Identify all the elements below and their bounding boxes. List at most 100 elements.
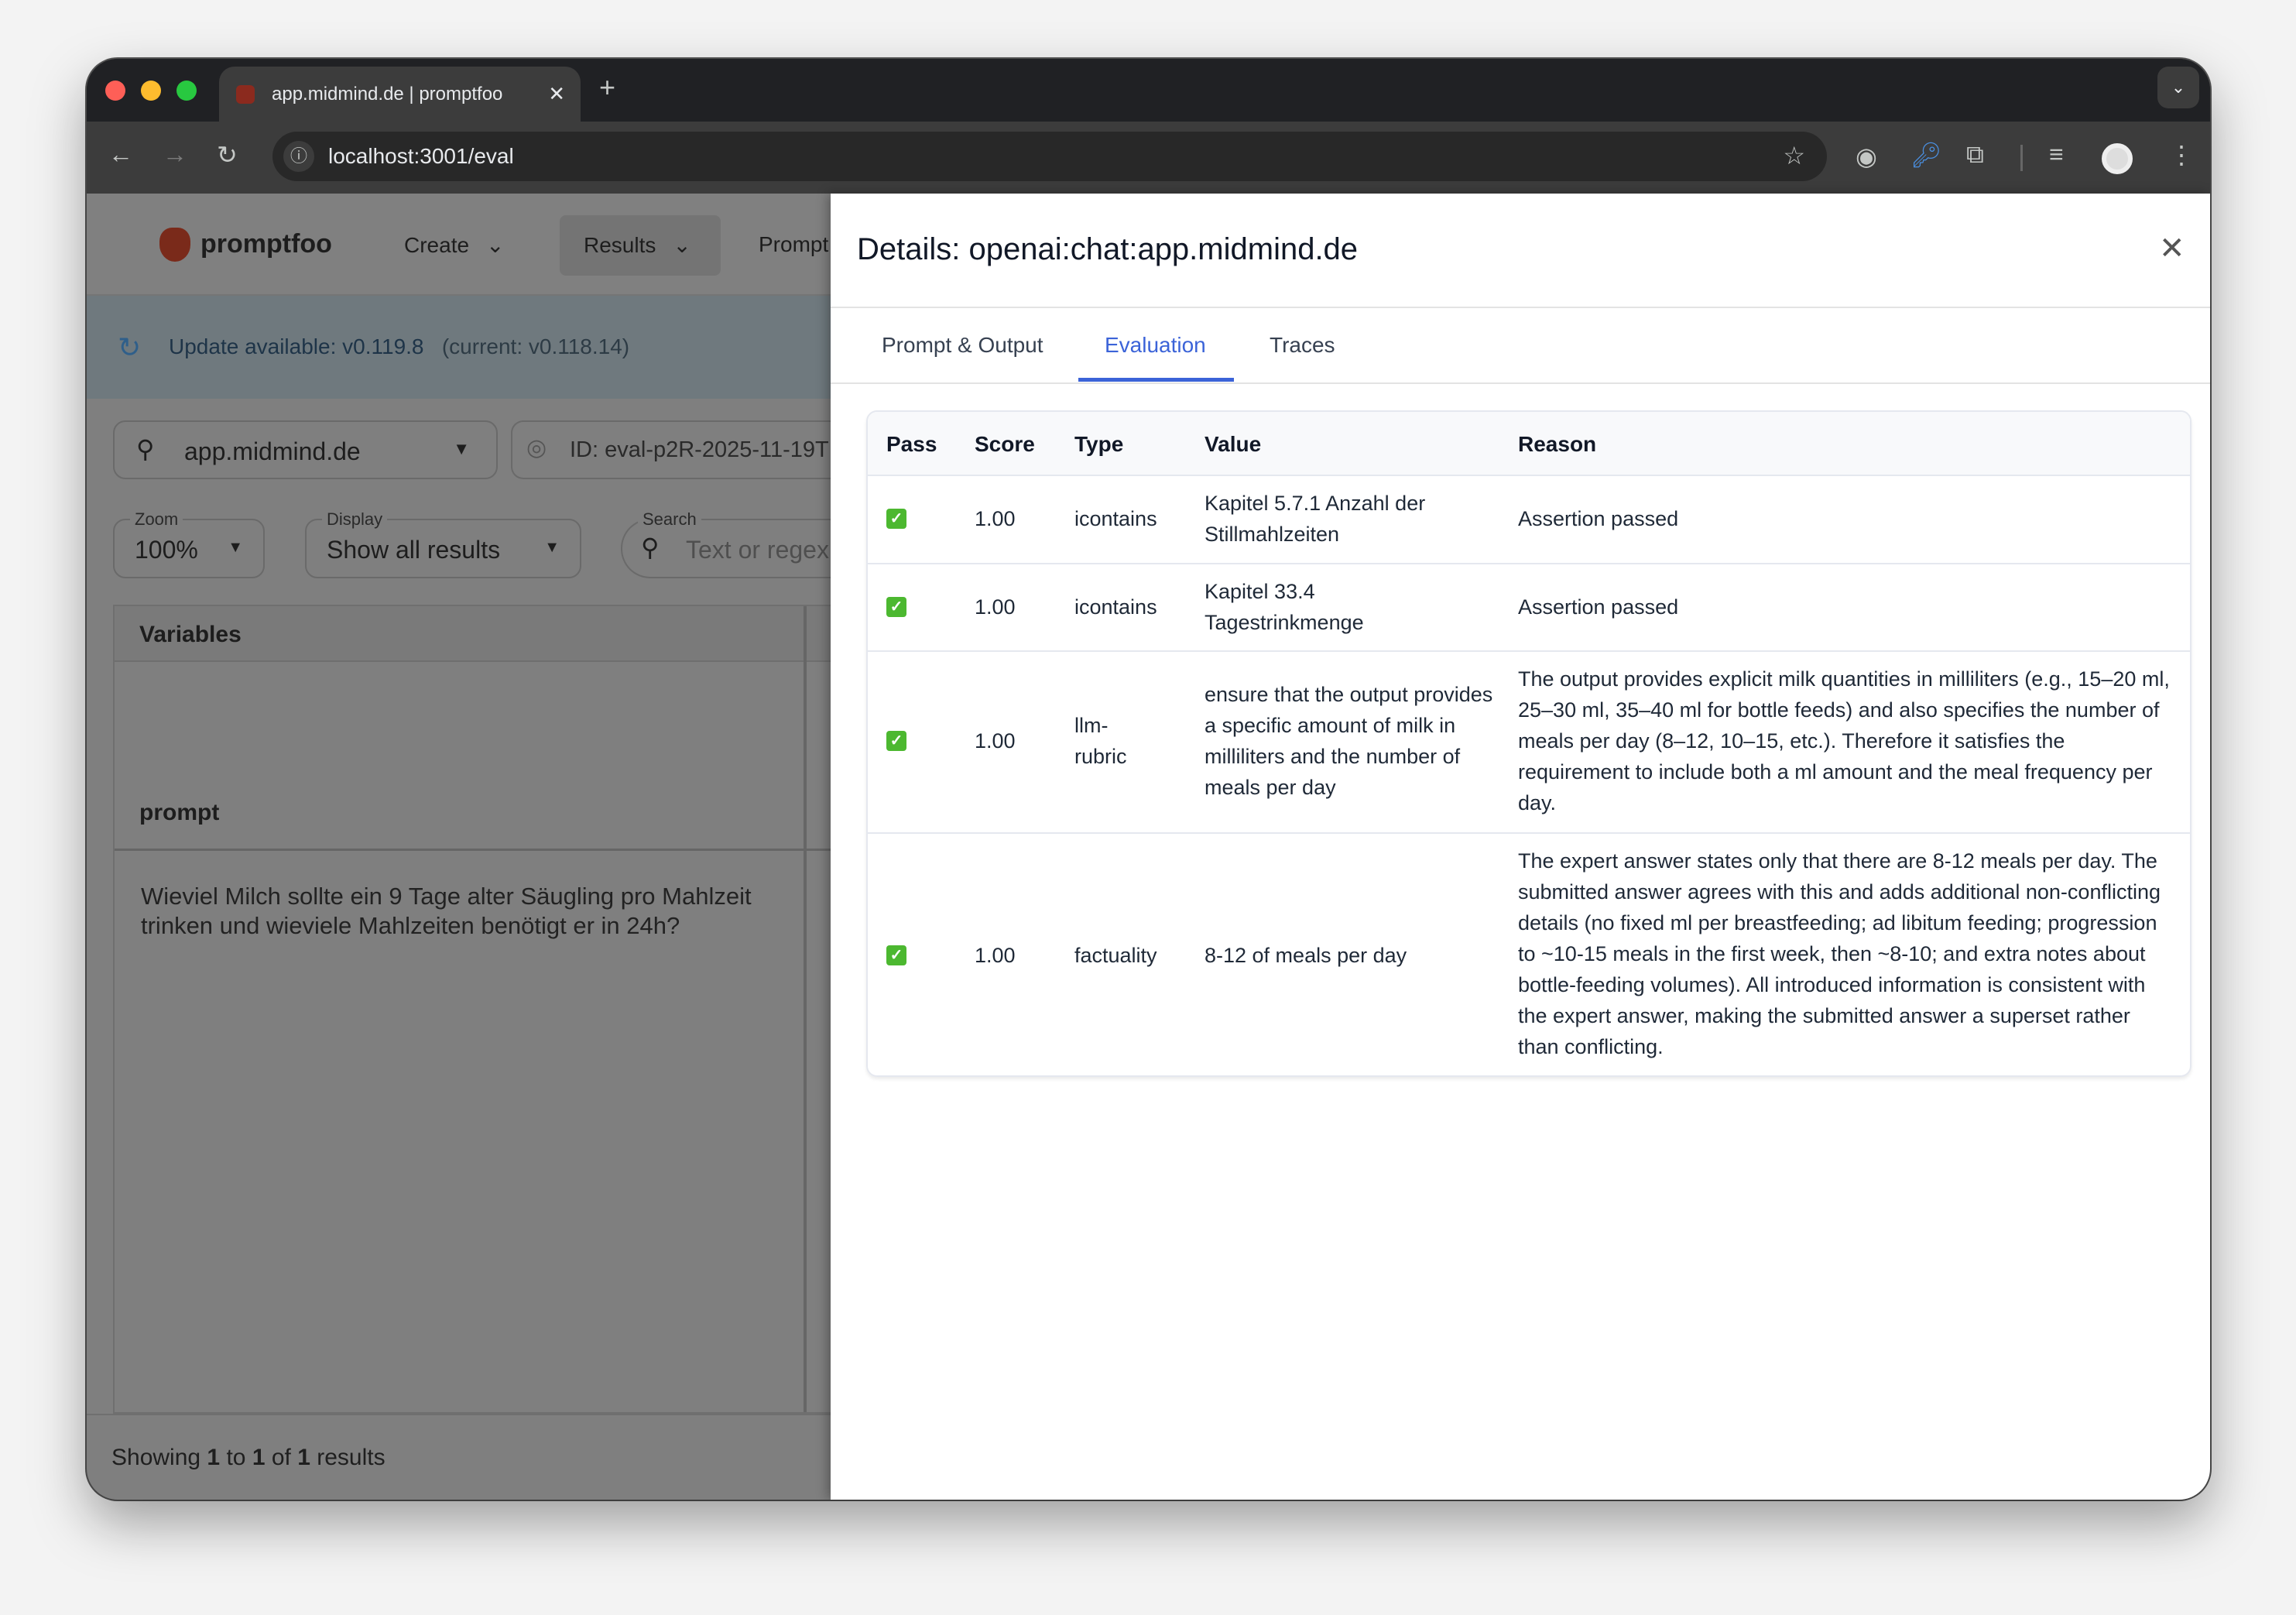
favicon-icon — [236, 84, 255, 104]
active-tab-indicator — [1078, 378, 1234, 382]
pass-check-icon: ✓ — [886, 509, 906, 529]
variable-name: prompt — [139, 800, 220, 825]
eval-selector[interactable]: ⚲ app.midmind.de ▼ — [113, 420, 498, 479]
variable-value: Wieviel Milch sollte ein 9 Tage alter Sä… — [141, 883, 752, 939]
reload-icon[interactable]: ↻ — [217, 141, 238, 169]
score: 1.00 — [975, 729, 1016, 753]
eval-select-value: app.midmind.de — [184, 437, 361, 465]
table-row: ✓ 1.00 icontains Kapitel 5.7.1 Anzahl de… — [868, 475, 2190, 563]
update-text: Update available: v0.119.8 — [169, 334, 424, 358]
close-window-button[interactable] — [105, 81, 125, 101]
value: Kapitel 5.7.1 Anzahl der Stillmahlzeiten — [1205, 492, 1426, 546]
tab-traces[interactable]: Traces — [1270, 333, 1335, 357]
eval-id-field[interactable]: ◎ ID: eval-p2R-2025-11-19T — [511, 420, 882, 479]
close-tab-icon[interactable]: ✕ — [548, 82, 565, 105]
zoom-value: 100% — [135, 536, 198, 564]
display-select[interactable]: Display Show all results ▼ — [305, 509, 581, 578]
variables-header: Variables — [139, 622, 242, 647]
media-control-icon[interactable]: ≡ — [2049, 140, 2064, 168]
nav-create[interactable]: Create ⌄ — [404, 232, 505, 258]
pass-check-icon: ✓ — [886, 731, 906, 751]
type: llm-rubric — [1074, 714, 1127, 768]
value: Kapitel 33.4 Tagestrinkmenge — [1205, 580, 1364, 634]
maximize-window-button[interactable] — [176, 81, 197, 101]
search-label: Search — [638, 509, 701, 530]
display-label: Display — [322, 509, 388, 530]
table-row: ✓ 1.00 llm-rubric ensure that the output… — [868, 650, 2190, 832]
reason: The expert answer states only that there… — [1518, 849, 2161, 1058]
close-drawer-icon[interactable]: ✕ — [2159, 231, 2185, 266]
drawer-title: Details: openai:chat:app.midmind.de — [857, 232, 1359, 266]
table-row: ✓ 1.00 icontains Kapitel 33.4 Tagestrink… — [868, 563, 2190, 650]
nav-create-label: Create — [404, 233, 470, 257]
chevron-down-icon: ⌄ — [673, 233, 691, 257]
navbar: promptfoo Create ⌄ Results ⌄ Prompt — [87, 194, 831, 296]
profile-avatar[interactable] — [2102, 143, 2133, 174]
reason: Assertion passed — [1518, 507, 1679, 530]
key-extension-icon[interactable]: 🔑︎ — [1910, 141, 1942, 169]
pagination-summary: Showing 1 to 1 of 1 results — [111, 1445, 386, 1470]
brand-name[interactable]: promptfoo — [200, 229, 332, 259]
current-version: (current: v0.118.14) — [441, 334, 630, 358]
new-tab-icon[interactable]: + — [599, 71, 616, 103]
pass-check-icon: ✓ — [886, 945, 906, 965]
toolbar-divider — [2020, 145, 2023, 171]
search-icon: ⚲ — [136, 435, 155, 463]
details-drawer: Details: openai:chat:app.midmind.de ✕ Pr… — [831, 194, 2210, 1500]
browser-menu-icon[interactable]: ⋮ — [2169, 141, 2194, 169]
update-banner: ↻ Update available: v0.119.8 (current: v… — [87, 296, 831, 399]
assertions-table: Pass Score Type Value Reason ✓ 1.00 icon… — [866, 410, 2191, 1077]
nav-results[interactable]: Results ⌄ — [560, 215, 721, 276]
promptfoo-logo[interactable] — [159, 228, 190, 262]
address-bar[interactable]: ⓘ localhost:3001/eval ☆ — [272, 132, 1827, 181]
eval-id-text: ID: eval-p2R-2025-11-19T — [570, 437, 829, 462]
site-info-icon[interactable]: ⓘ — [283, 141, 314, 172]
bookmark-star-icon[interactable]: ☆ — [1783, 142, 1805, 170]
extension-icon[interactable]: ◉ — [1856, 142, 1877, 170]
type: icontains — [1074, 595, 1157, 619]
score: 1.00 — [975, 595, 1016, 619]
eval-page: promptfoo Create ⌄ Results ⌄ Prompt ↻ Upda… — [87, 194, 882, 1500]
chevron-down-icon: ⌄ — [486, 233, 505, 257]
display-value: Show all results — [327, 536, 501, 564]
table-header: Pass Score Type Value Reason — [868, 412, 2190, 475]
dropdown-arrow-icon: ▼ — [228, 539, 243, 556]
back-icon[interactable]: ← — [108, 140, 133, 168]
reason: Assertion passed — [1518, 595, 1679, 619]
score: 1.00 — [975, 507, 1016, 530]
zoom-select[interactable]: Zoom 100% ▼ — [113, 509, 265, 578]
table-row: ✓ 1.00 factuality 8-12 of meals per day … — [868, 832, 2190, 1075]
col-reason: Reason — [1518, 432, 1597, 456]
browser-tab[interactable]: app.midmind.de | promptfoo ✕ — [219, 67, 581, 122]
browser-window: app.midmind.de | promptfoo ✕ + ⌄ ← → ↻ ⓘ… — [87, 59, 2210, 1500]
url-text: localhost:3001/eval — [328, 144, 514, 168]
nav-prompts[interactable]: Prompt — [759, 232, 829, 256]
browser-toolbar: ← → ↻ ⓘ localhost:3001/eval ☆ ◉ 🔑︎ ⧉ ≡ ⋮ — [87, 122, 2210, 194]
dropdown-arrow-icon: ▼ — [544, 539, 560, 556]
type: icontains — [1074, 507, 1157, 530]
extensions-puzzle-icon[interactable]: ⧉ — [1966, 140, 1984, 168]
col-score: Score — [975, 432, 1035, 456]
tab-evaluation[interactable]: Evaluation — [1105, 333, 1206, 357]
forward-icon[interactable]: → — [163, 140, 187, 168]
score: 1.00 — [975, 944, 1016, 967]
minimize-window-button[interactable] — [141, 81, 161, 101]
search-field[interactable]: Search ⚲ Text or regex — [621, 509, 853, 578]
zoom-label: Zoom — [130, 509, 183, 530]
fingerprint-icon: ◎ — [526, 435, 547, 461]
value: 8-12 of meals per day — [1205, 944, 1407, 967]
search-placeholder: Text or regex — [686, 536, 829, 564]
col-value: Value — [1205, 432, 1262, 456]
search-icon: ⚲ — [641, 533, 660, 561]
tab-prompt-output[interactable]: Prompt & Output — [882, 333, 1043, 357]
tab-search-chevron-icon[interactable]: ⌄ — [2157, 67, 2199, 108]
pass-check-icon: ✓ — [886, 597, 906, 617]
update-icon: ↻ — [118, 331, 142, 363]
tab-title: app.midmind.de | promptfoo — [272, 83, 503, 105]
col-type: Type — [1074, 432, 1124, 456]
type: factuality — [1074, 944, 1157, 967]
column-resize-handle[interactable] — [804, 606, 807, 1412]
dropdown-arrow-icon: ▼ — [453, 439, 470, 458]
col-pass: Pass — [886, 432, 937, 456]
tab-bar: app.midmind.de | promptfoo ✕ + ⌄ — [87, 59, 2210, 122]
